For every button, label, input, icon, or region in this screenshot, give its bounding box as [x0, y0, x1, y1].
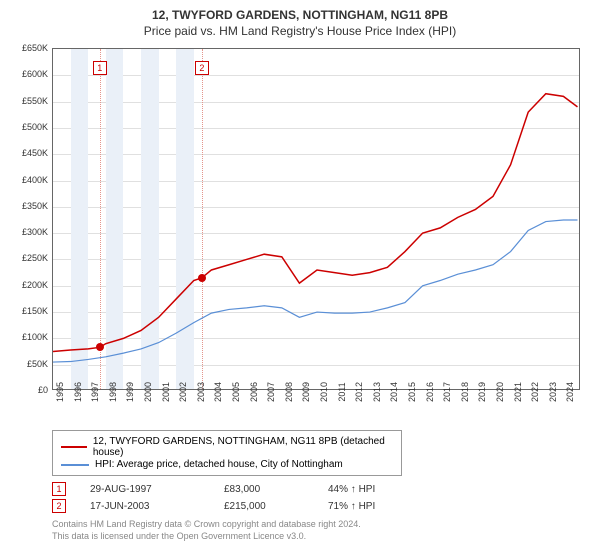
x-tick-label: 2021	[513, 382, 523, 402]
x-tick-label: 2009	[301, 382, 311, 402]
sale-marker: 2	[52, 499, 66, 513]
y-tick-label: £150K	[22, 306, 48, 316]
y-tick-label: £100K	[22, 332, 48, 342]
x-tick-label: 2000	[143, 382, 153, 402]
sale-date: 29-AUG-1997	[90, 484, 200, 495]
series-hpi	[53, 220, 577, 362]
y-tick-label: £450K	[22, 148, 48, 158]
y-tick-label: £200K	[22, 280, 48, 290]
chart-area: 12 £0£50K£100K£150K£200K£250K£300K£350K£…	[10, 42, 590, 422]
plot-region: 12	[52, 48, 580, 390]
x-tick-label: 2016	[425, 382, 435, 402]
sale-dot	[198, 274, 206, 282]
x-tick-label: 2023	[548, 382, 558, 402]
x-tick-label: 2006	[249, 382, 259, 402]
x-tick-label: 1999	[125, 382, 135, 402]
legend-label: HPI: Average price, detached house, City…	[95, 459, 343, 470]
x-tick-label: 2002	[178, 382, 188, 402]
y-tick-label: £500K	[22, 122, 48, 132]
callout-marker: 2	[195, 61, 209, 75]
x-tick-label: 2011	[337, 382, 347, 401]
x-tick-label: 2017	[442, 382, 452, 402]
sale-date: 17-JUN-2003	[90, 501, 200, 512]
legend-swatch	[61, 464, 89, 466]
x-tick-label: 1996	[73, 382, 83, 402]
x-tick-label: 2020	[495, 382, 505, 402]
title-line1: 12, TWYFORD GARDENS, NOTTINGHAM, NG11 8P…	[10, 8, 590, 22]
x-tick-label: 2003	[196, 382, 206, 402]
x-tick-label: 2007	[266, 382, 276, 402]
y-tick-label: £250K	[22, 253, 48, 263]
y-tick-label: £600K	[22, 69, 48, 79]
callout-marker: 1	[93, 61, 107, 75]
y-tick-label: £650K	[22, 43, 48, 53]
legend-row: 12, TWYFORD GARDENS, NOTTINGHAM, NG11 8P…	[61, 436, 393, 458]
x-tick-label: 2024	[565, 382, 575, 402]
x-tick-label: 2010	[319, 382, 329, 402]
legend-label: 12, TWYFORD GARDENS, NOTTINGHAM, NG11 8P…	[93, 436, 393, 458]
sale-marker: 1	[52, 482, 66, 496]
sale-price: £83,000	[224, 484, 304, 495]
title-line2: Price paid vs. HM Land Registry's House …	[10, 24, 590, 38]
footer-line1: Contains HM Land Registry data © Crown c…	[52, 519, 590, 531]
x-tick-label: 2012	[354, 382, 364, 402]
x-tick-label: 1997	[90, 382, 100, 402]
y-tick-label: £550K	[22, 96, 48, 106]
x-tick-label: 2001	[161, 382, 171, 402]
x-tick-label: 2022	[530, 382, 540, 402]
sale-delta: 71% ↑ HPI	[328, 501, 375, 512]
x-tick-label: 2018	[460, 382, 470, 402]
y-tick-label: £400K	[22, 175, 48, 185]
x-tick-label: 1998	[108, 382, 118, 402]
x-tick-label: 2015	[407, 382, 417, 402]
y-tick-label: £300K	[22, 227, 48, 237]
legend-swatch	[61, 446, 87, 448]
x-tick-label: 2014	[389, 382, 399, 402]
legend-row: HPI: Average price, detached house, City…	[61, 459, 393, 470]
footer-line2: This data is licensed under the Open Gov…	[52, 531, 590, 543]
x-tick-label: 2004	[213, 382, 223, 402]
sale-delta: 44% ↑ HPI	[328, 484, 375, 495]
sale-dot	[96, 343, 104, 351]
sales-table: 1 29-AUG-1997 £83,000 44% ↑ HPI 2 17-JUN-2003…	[52, 482, 590, 513]
y-tick-label: £50K	[27, 359, 48, 369]
footer-attribution: Contains HM Land Registry data © Crown c…	[52, 519, 590, 542]
legend-box: 12, TWYFORD GARDENS, NOTTINGHAM, NG11 8P…	[52, 430, 402, 476]
x-tick-label: 2013	[372, 382, 382, 402]
x-tick-label: 2008	[284, 382, 294, 402]
x-tick-label: 2005	[231, 382, 241, 402]
y-tick-label: £0	[38, 385, 48, 395]
title-block: 12, TWYFORD GARDENS, NOTTINGHAM, NG11 8P…	[10, 8, 590, 38]
y-tick-label: £350K	[22, 201, 48, 211]
chart-container: 12, TWYFORD GARDENS, NOTTINGHAM, NG11 8P…	[0, 0, 600, 560]
sale-row: 1 29-AUG-1997 £83,000 44% ↑ HPI	[52, 482, 590, 496]
sale-price: £215,000	[224, 501, 304, 512]
x-tick-label: 1995	[55, 382, 65, 402]
series-svg	[53, 49, 581, 391]
x-tick-label: 2019	[477, 382, 487, 402]
sale-row: 2 17-JUN-2003 £215,000 71% ↑ HPI	[52, 499, 590, 513]
